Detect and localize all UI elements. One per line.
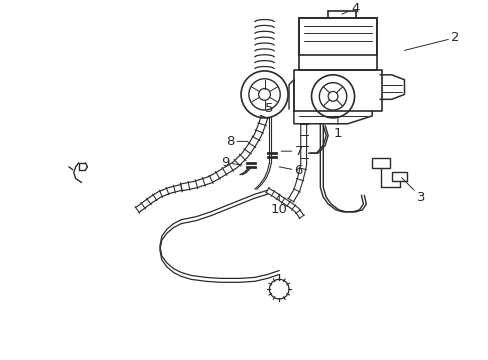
Text: 3: 3	[401, 177, 425, 204]
Text: 2: 2	[404, 31, 459, 50]
Text: 10: 10	[270, 194, 287, 216]
Text: 1: 1	[333, 116, 342, 140]
Text: 4: 4	[341, 2, 359, 15]
Text: 8: 8	[225, 135, 247, 148]
Text: 5: 5	[264, 102, 273, 118]
Bar	[371, 158, 389, 168]
Text: 9: 9	[221, 156, 242, 170]
Text: 7: 7	[281, 145, 303, 158]
Text: 6: 6	[279, 164, 303, 177]
Bar	[391, 172, 407, 180]
